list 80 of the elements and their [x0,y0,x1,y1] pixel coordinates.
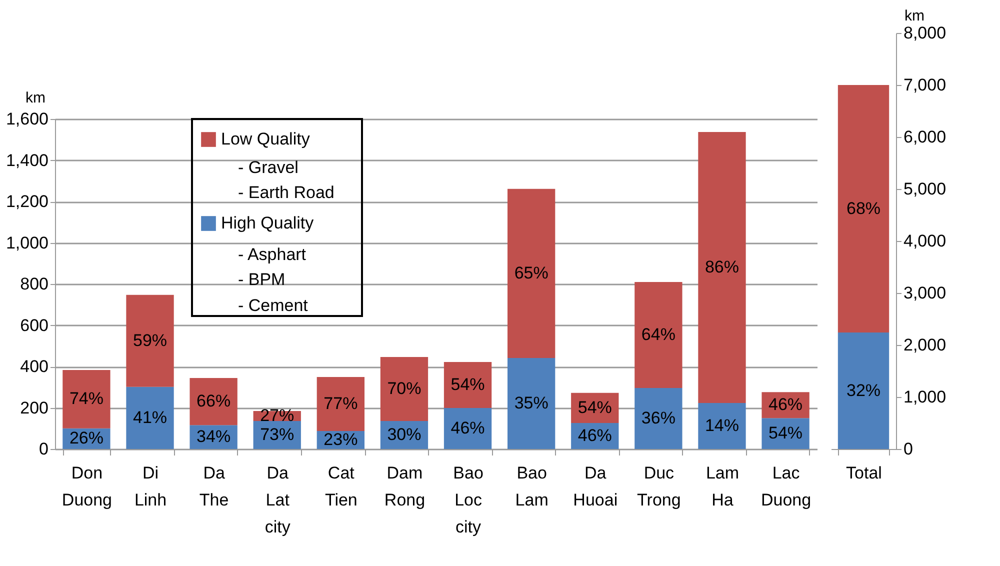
annotation: 34% [196,427,231,446]
annotation: 54% [450,374,485,394]
x-tick-label: Di Linh [134,464,167,510]
y-tick-label: 1,000 [6,233,48,252]
annotation: 77% [324,394,358,414]
legend-label: Low Quality [221,130,310,148]
x-tick-label: Bao Loc city [453,464,484,536]
bar [698,132,746,404]
y2-tick-label: 0 [904,440,913,458]
y2-tick-label: 7,000 [904,76,946,94]
annotation: 23% [324,430,358,450]
bar [62,370,110,428]
bar [507,358,556,449]
x-tick-label: Duc Trong [637,464,681,510]
x-tick-label: Total [846,464,882,482]
y2-tick-label: 4,000 [904,232,946,250]
annotation: 86% [704,258,740,276]
bar [698,403,746,449]
annotation: 46% [450,418,485,438]
y-tick-label: 600 [20,316,48,335]
bar [634,388,682,449]
bar [190,378,238,426]
annotation: 54% [768,424,803,443]
annotation: 65% [514,263,548,282]
annotation: 30% [387,424,422,444]
x-tick-label: Lac Duong [760,464,812,510]
y2-tick-label: 8,000 [904,24,946,42]
y-tick-label: 200 [20,398,48,418]
annotation: - BPM [238,270,286,289]
y-axis-title: km [26,90,46,106]
bar [634,282,682,388]
y2-tick-label: 1,000 [904,388,946,406]
annotation: - Earth Road [238,183,334,202]
y-tick-label: 1,600 [6,110,48,128]
annotation: 74% [69,389,104,408]
annotation: - Asphart [238,245,306,264]
x-tick-label: Don Duong [62,464,112,510]
annotation: 14% [704,416,740,436]
bar [126,294,174,387]
x-tick-label: Lam Ha [706,464,740,510]
y2-tick-label: 6,000 [904,128,946,146]
x-tick-label: Da Huoai [573,464,618,510]
annotation: 27% [260,406,294,425]
y2-tick-label: 2,000 [904,336,946,354]
annotation: - Cement [238,296,308,315]
x-tick-label: Cat Tien [324,464,358,510]
bar [316,377,365,432]
annotation: 41% [132,408,168,427]
annotation: 73% [260,424,294,444]
annotation: 54% [578,398,612,417]
annotation: 59% [132,330,168,350]
annotation: 35% [514,394,548,413]
annotation: 64% [641,324,676,344]
annotation: 46% [768,395,803,414]
y-tick-label: 400 [20,357,48,376]
bar [507,188,556,358]
bar [380,357,428,421]
y-tick-label: 800 [20,274,48,294]
annotation: 68% [846,198,881,218]
x-tick-label: Da Lat city [264,464,291,536]
y-tick-label: 1,400 [6,150,48,170]
annotation: 70% [387,378,422,398]
y2-axis-title: km [904,8,924,24]
annotation: 26% [69,428,104,448]
x-tick-label: Dam Rong [384,464,426,510]
x-tick-label: Da The [199,464,229,510]
bar [444,362,492,408]
annotation: 32% [846,380,881,400]
bar [126,386,174,449]
x-tick-label: Bao Lam [515,464,548,510]
y-tick-label: 0 [39,440,48,458]
annotation: 66% [196,392,231,411]
legend-label: High Quality [221,214,314,232]
y2-tick-label: 3,000 [904,284,946,302]
y-tick-label: 1,200 [6,192,48,211]
annotation: - Gravel [238,158,298,177]
annotation: 46% [578,426,612,446]
bar [444,408,492,449]
y2-tick-label: 5,000 [904,180,946,198]
annotation: 36% [641,408,676,428]
